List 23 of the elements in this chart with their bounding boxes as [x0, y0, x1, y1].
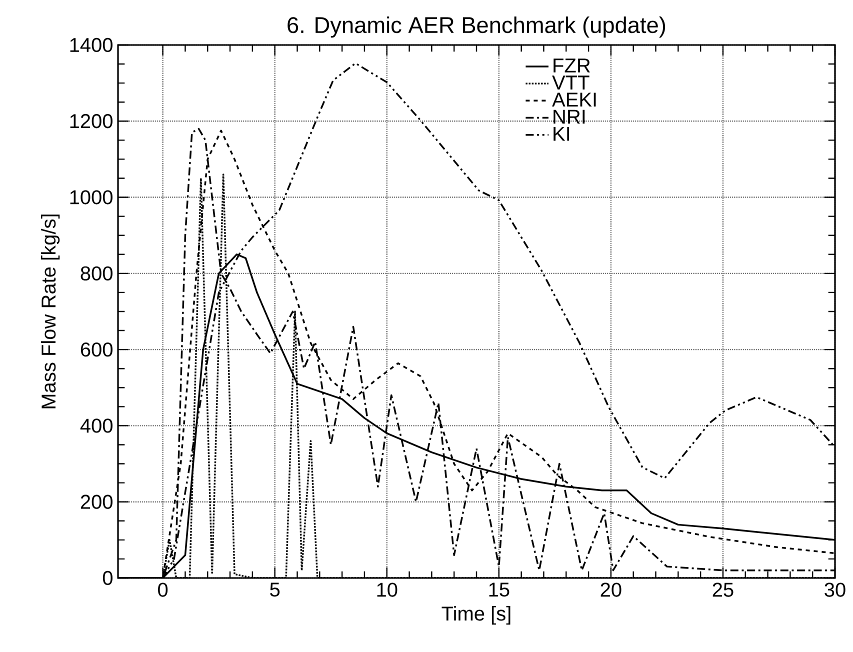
- y-tick-label: 1200: [70, 114, 112, 128]
- y-tick-label: 0: [102, 570, 113, 586]
- y-tick-label: 1400: [70, 38, 112, 52]
- legend-label: VTT: [552, 76, 590, 90]
- x-tick-label: 30: [824, 582, 846, 597]
- y-tick-label: 600: [80, 342, 112, 357]
- legend-label: AEKI: [552, 92, 596, 107]
- y-tick-label: 200: [80, 494, 112, 509]
- x-tick-label: 10: [377, 582, 398, 597]
- chart-title: 6. Dynamic AER Benchmark (update): [288, 16, 666, 38]
- y-tick-label: 800: [80, 266, 112, 280]
- legend-label: KI: [554, 126, 570, 141]
- y-tick-label: 400: [80, 418, 112, 433]
- x-tick-label: 20: [600, 582, 622, 597]
- y-tick-label: 1000: [70, 190, 112, 204]
- x-tick-label: 25: [712, 582, 734, 597]
- x-tick-label: 0: [158, 582, 168, 597]
- y-axis-title: Mass Flow Rate [kg/s]: [41, 214, 60, 408]
- legend-label: NRI: [554, 110, 585, 124]
- x-tick-label: 15: [489, 582, 510, 597]
- legend-label: FZR: [554, 58, 590, 72]
- x-axis-title: Time [s]: [442, 606, 510, 625]
- x-tick-label: 5: [270, 582, 280, 597]
